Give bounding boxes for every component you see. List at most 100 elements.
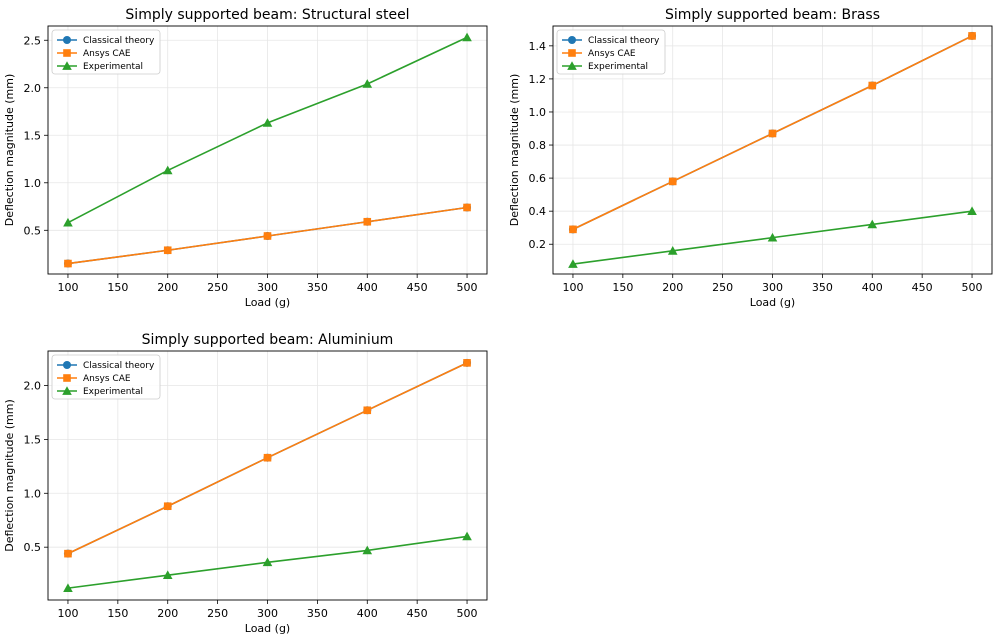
legend-label: Ansys CAE bbox=[83, 374, 131, 384]
y-axis-label: Deflection magnitude (mm) bbox=[3, 399, 16, 552]
data-point bbox=[968, 32, 976, 40]
y-tick-label: 2.0 bbox=[24, 82, 42, 95]
chart-title: Simply supported beam: Brass bbox=[665, 7, 880, 23]
x-tick-label: 300 bbox=[762, 281, 783, 294]
legend-label: Experimental bbox=[588, 62, 648, 72]
x-tick-label: 350 bbox=[812, 281, 833, 294]
x-tick-label: 150 bbox=[107, 281, 128, 294]
data-point bbox=[868, 81, 877, 90]
legend-label: Classical theory bbox=[83, 361, 155, 371]
data-point bbox=[768, 129, 777, 138]
legend-marker bbox=[62, 386, 72, 395]
legend-box bbox=[51, 354, 161, 400]
legend-label: Experimental bbox=[83, 62, 143, 72]
x-axis-label: Load (g) bbox=[245, 296, 290, 309]
y-tick-label: 1.5 bbox=[24, 129, 42, 142]
data-point bbox=[162, 570, 173, 580]
x-tick-label: 300 bbox=[257, 281, 278, 294]
x-tick-label: 450 bbox=[912, 281, 933, 294]
data-point bbox=[263, 232, 272, 240]
legend-marker bbox=[568, 36, 576, 44]
x-tick-label: 500 bbox=[457, 281, 478, 294]
data-point bbox=[262, 118, 273, 127]
x-tick-label: 400 bbox=[357, 607, 378, 620]
x-tick-label: 300 bbox=[257, 607, 278, 620]
legend-marker bbox=[63, 374, 71, 382]
y-tick-label: 0.2 bbox=[529, 238, 547, 251]
data-point bbox=[163, 246, 172, 255]
data-point bbox=[667, 246, 678, 255]
data-point bbox=[362, 545, 373, 555]
legend-label: Classical theory bbox=[588, 36, 660, 46]
y-tick-label: 2.0 bbox=[24, 379, 42, 392]
data-point bbox=[262, 557, 273, 567]
data-point bbox=[64, 259, 72, 268]
x-axis-label: Load (g) bbox=[245, 622, 290, 635]
legend-label: Ansys CAE bbox=[83, 49, 131, 59]
data-point bbox=[462, 531, 472, 541]
legend-label: Ansys CAE bbox=[588, 49, 636, 59]
y-axis-label: Deflection magnitude (mm) bbox=[508, 74, 521, 227]
legend-marker bbox=[63, 361, 71, 369]
x-tick-label: 500 bbox=[962, 281, 983, 294]
y-tick-label: 0.8 bbox=[529, 139, 547, 152]
data-point bbox=[463, 203, 471, 212]
x-tick-label: 200 bbox=[157, 607, 178, 620]
axes-frame bbox=[552, 25, 993, 275]
data-point bbox=[363, 217, 372, 226]
data-point bbox=[263, 453, 272, 462]
x-tick-label: 100 bbox=[57, 281, 78, 294]
y-tick-label: 1.5 bbox=[24, 433, 42, 446]
legend: Classical theory Ansys CAE Experimental bbox=[51, 354, 161, 400]
x-tick-label: 350 bbox=[307, 281, 328, 294]
y-tick-label: 1.0 bbox=[529, 106, 547, 119]
x-tick-label: 450 bbox=[407, 281, 428, 294]
legend-marker bbox=[63, 49, 71, 57]
x-tick-label: 400 bbox=[862, 281, 883, 294]
x-tick-label: 200 bbox=[662, 281, 683, 294]
x-tick-label: 100 bbox=[57, 607, 78, 620]
data-point bbox=[668, 177, 677, 186]
data-point bbox=[568, 259, 578, 268]
y-tick-label: 0.6 bbox=[529, 172, 547, 185]
axes-frame bbox=[47, 350, 488, 601]
data-point bbox=[162, 165, 173, 175]
y-axis-label: Deflection magnitude (mm) bbox=[3, 74, 16, 227]
legend-marker bbox=[62, 61, 72, 70]
y-tick-label: 1.0 bbox=[24, 487, 42, 500]
x-tick-label: 500 bbox=[457, 607, 478, 620]
legend-marker bbox=[567, 61, 577, 70]
y-tick-label: 1.0 bbox=[24, 177, 42, 190]
legend: Classical theory Ansys CAE Experimental bbox=[51, 29, 161, 75]
chart-panel-3: 100 150 200 250 300 350 400 450 500 0.5 1.0 1.5 2.0 S… bbox=[3, 332, 488, 635]
data-point bbox=[362, 79, 373, 88]
y-tick-label: 0.5 bbox=[24, 224, 42, 237]
data-point bbox=[363, 406, 372, 415]
data-point bbox=[163, 502, 172, 511]
legend: Classical theory Ansys CAE Experimental bbox=[556, 29, 666, 75]
x-tick-label: 350 bbox=[307, 607, 328, 620]
x-tick-label: 400 bbox=[357, 281, 378, 294]
x-tick-label: 100 bbox=[562, 281, 583, 294]
x-tick-label: 150 bbox=[612, 281, 633, 294]
y-tick-label: 2.5 bbox=[24, 34, 42, 47]
x-tick-label: 250 bbox=[207, 607, 228, 620]
chart-panel-1: 100 150 200 250 300 350 400 450 500 0.5 1.0 1.5 2.0 2… bbox=[3, 7, 488, 309]
y-tick-label: 1.2 bbox=[529, 73, 547, 86]
x-tick-label: 250 bbox=[712, 281, 733, 294]
legend-marker bbox=[568, 49, 576, 57]
chart-title: Simply supported beam: Structural steel bbox=[125, 7, 409, 23]
data-point bbox=[63, 217, 73, 227]
y-tick-label: 0.4 bbox=[529, 205, 547, 218]
legend-marker bbox=[63, 36, 71, 44]
axes-frame bbox=[47, 25, 488, 275]
data-point bbox=[463, 359, 471, 367]
y-tick-label: 0.5 bbox=[24, 541, 42, 554]
chart-title: Simply supported beam: Aluminium bbox=[142, 332, 394, 348]
data-point bbox=[767, 232, 778, 242]
data-point bbox=[867, 219, 878, 229]
data-point bbox=[63, 583, 73, 592]
data-point bbox=[967, 206, 977, 216]
legend-box bbox=[51, 29, 161, 75]
